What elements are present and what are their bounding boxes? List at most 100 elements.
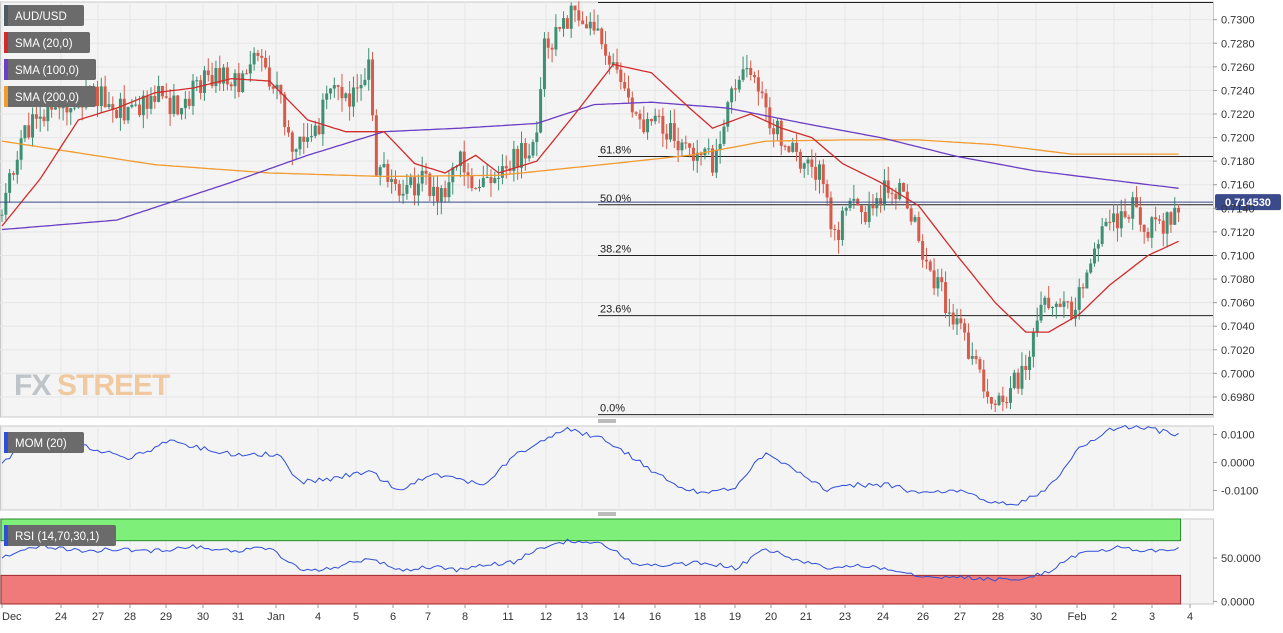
price-tick-label: 0.7240 bbox=[1221, 85, 1255, 97]
candle-body bbox=[642, 119, 646, 133]
candle-body bbox=[1177, 207, 1181, 213]
candle-body bbox=[1077, 287, 1081, 310]
candle-body bbox=[921, 241, 925, 260]
candle-body bbox=[569, 5, 573, 29]
candle-body bbox=[344, 93, 348, 99]
candle-body bbox=[1008, 388, 1012, 403]
candle-body bbox=[267, 67, 271, 87]
candle-body bbox=[1173, 207, 1177, 225]
candle-body bbox=[837, 229, 841, 240]
candle-body bbox=[867, 205, 871, 222]
candle-body bbox=[871, 205, 875, 209]
mom-tick-label: 0.0100 bbox=[1221, 429, 1255, 441]
candle-body bbox=[737, 79, 741, 90]
candle-body bbox=[665, 133, 669, 140]
candle-body bbox=[1089, 263, 1093, 273]
candle-body bbox=[157, 85, 161, 102]
rsi-legend-box bbox=[4, 525, 116, 546]
mom-legend-label: MOM (20) bbox=[15, 438, 67, 450]
candle-body bbox=[15, 159, 19, 175]
candle-body bbox=[118, 98, 122, 118]
candle-body bbox=[1108, 221, 1112, 223]
candle-body bbox=[993, 403, 997, 406]
candle-body bbox=[989, 397, 993, 404]
legend-color-swatch bbox=[4, 59, 8, 80]
candle-body bbox=[714, 150, 718, 173]
candle-body bbox=[19, 138, 23, 160]
legend-box bbox=[4, 5, 84, 26]
candle-body bbox=[447, 182, 451, 198]
candle-body bbox=[466, 172, 470, 176]
candle-body bbox=[8, 173, 12, 193]
candle-body bbox=[489, 177, 493, 184]
panel-bg bbox=[0, 425, 1214, 511]
legend-color-swatch bbox=[4, 32, 8, 53]
price-tick-label: 0.7120 bbox=[1221, 227, 1255, 239]
candle-body bbox=[275, 84, 279, 89]
fib-level-label: 38.2% bbox=[600, 243, 631, 255]
candle-body bbox=[1043, 297, 1047, 305]
panel-bg bbox=[0, 1, 1214, 418]
fib-level-label: 61.8% bbox=[600, 144, 631, 156]
candle-body bbox=[523, 143, 527, 159]
fib-level-label: 23.6% bbox=[600, 304, 631, 316]
candle-body bbox=[290, 132, 294, 152]
candle-body bbox=[936, 277, 940, 289]
candle-body bbox=[707, 148, 711, 150]
candle-body bbox=[126, 106, 130, 121]
candle-body bbox=[195, 80, 199, 82]
time-tick-label: 26 bbox=[917, 611, 929, 623]
candle-body bbox=[905, 191, 909, 209]
candle-body bbox=[34, 114, 38, 119]
candle-body bbox=[1073, 309, 1077, 319]
candle-body bbox=[695, 152, 699, 161]
price-tick-label: 0.7000 bbox=[1221, 368, 1255, 380]
candle-body bbox=[57, 107, 61, 109]
candle-body bbox=[1085, 272, 1089, 289]
candle-body bbox=[252, 52, 256, 65]
legend-box bbox=[4, 32, 90, 53]
candle-body bbox=[405, 185, 409, 194]
candle-body bbox=[894, 193, 898, 200]
candle-body bbox=[676, 140, 680, 151]
candle-body bbox=[241, 73, 245, 93]
candle-body bbox=[214, 68, 218, 87]
candle-body bbox=[1001, 395, 1005, 403]
candle-body bbox=[271, 86, 275, 89]
candle-body bbox=[317, 125, 321, 135]
time-tick-label: 28 bbox=[124, 611, 136, 623]
legend-label: AUD/USD bbox=[15, 11, 67, 23]
candle-body bbox=[768, 107, 772, 129]
candle-body bbox=[722, 126, 726, 144]
candle-body bbox=[917, 217, 921, 242]
candle-body bbox=[791, 142, 795, 152]
candle-body bbox=[573, 5, 577, 11]
watermark-street: STREET bbox=[57, 369, 170, 402]
candle-body bbox=[225, 67, 229, 85]
candle-body bbox=[646, 118, 650, 133]
fib-level-label: 0.0% bbox=[600, 403, 625, 415]
candle-body bbox=[363, 79, 367, 85]
candle-body bbox=[772, 128, 776, 135]
candle-body bbox=[1123, 211, 1127, 218]
price-tick-label: 0.7180 bbox=[1221, 156, 1255, 168]
price-tick-label: 0.7020 bbox=[1221, 345, 1255, 357]
candle-body bbox=[718, 143, 722, 151]
candle-body bbox=[393, 179, 397, 184]
candle-body bbox=[493, 178, 497, 184]
candle-body bbox=[229, 84, 233, 87]
candle-body bbox=[535, 132, 539, 143]
time-tick-label: 11 bbox=[502, 611, 513, 623]
candle-body bbox=[565, 18, 569, 29]
current-price-label: 0.714530 bbox=[1225, 197, 1271, 209]
legend-label: SMA (100,0) bbox=[15, 65, 79, 77]
candle-body bbox=[458, 151, 462, 167]
candle-body bbox=[558, 27, 562, 29]
candle-body bbox=[852, 198, 856, 201]
time-tick-label: 27 bbox=[954, 611, 966, 623]
candle-body bbox=[680, 142, 684, 151]
candle-body bbox=[416, 183, 420, 196]
candle-body bbox=[371, 59, 375, 116]
candle-body bbox=[1127, 217, 1131, 219]
